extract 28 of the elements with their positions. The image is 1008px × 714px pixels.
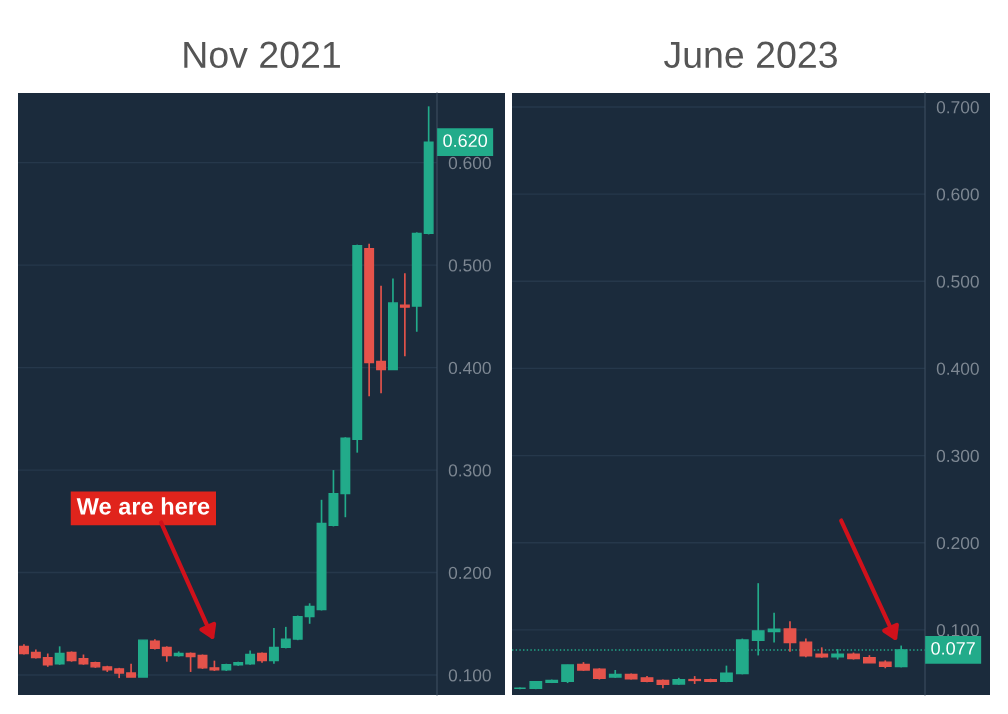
- candlestick: [799, 637, 813, 659]
- candlestick: [304, 602, 315, 625]
- annotation: We are here: [76, 497, 210, 515]
- y-tick-label: 0.600: [448, 156, 491, 170]
- candlestick: [185, 651, 196, 673]
- text: 0.077: [931, 642, 975, 655]
- candlestick: [399, 272, 410, 358]
- candlestick: [561, 663, 575, 684]
- y-tick-label: 0.400: [936, 362, 979, 375]
- y-tick-label: 0.300: [448, 464, 491, 477]
- chart-title: Nov 2021: [184, 41, 340, 69]
- text: 0.620: [443, 134, 488, 148]
- candlestick: [268, 627, 279, 665]
- y-tick-label: 0.600: [936, 188, 979, 201]
- candlestick: [376, 284, 387, 395]
- y-tick-label: 0.100: [936, 624, 979, 637]
- y-tick-label: 0.500: [448, 259, 491, 272]
- y-tick-label: 0.200: [936, 536, 979, 550]
- y-tick-label: 0.500: [936, 275, 979, 288]
- y-tick-label: 0.100: [448, 669, 491, 682]
- y-tick-label: 0.700: [936, 101, 979, 114]
- candlestick: [54, 645, 65, 666]
- candlestick: [688, 675, 702, 685]
- y-tick-label: 0.300: [936, 449, 979, 463]
- y-tick-label: 0.200: [448, 566, 491, 580]
- candlestick: [783, 620, 797, 653]
- chart-title: June 2023: [664, 41, 837, 69]
- y-tick-label: 0.400: [448, 361, 491, 375]
